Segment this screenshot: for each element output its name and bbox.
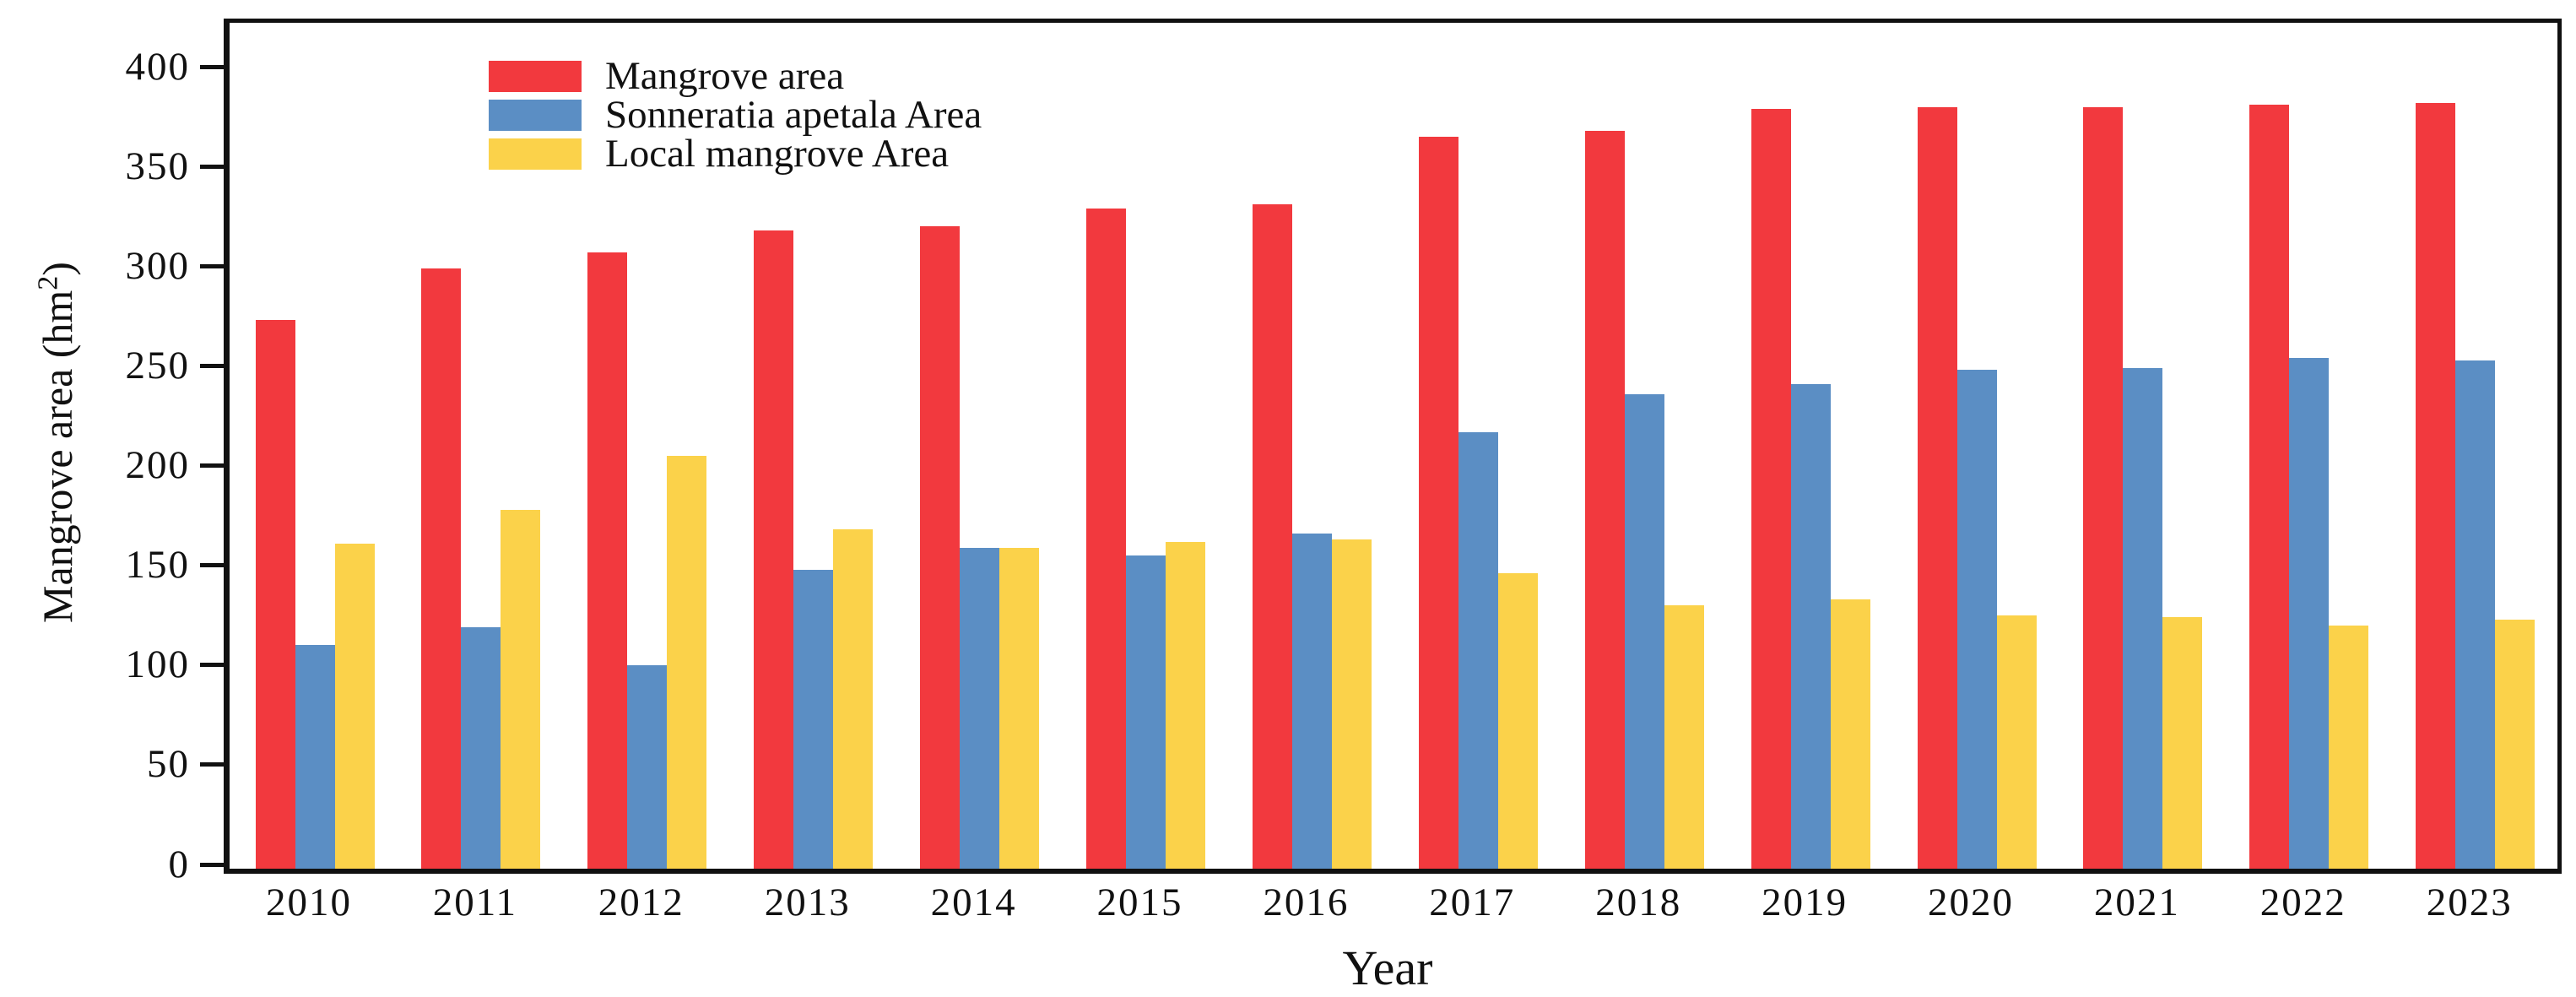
- bar-mangrove-area-2021: [2083, 106, 2124, 869]
- x-tick-label-2013: 2013: [764, 881, 851, 924]
- bar-mangrove-area-2016: [1252, 204, 1292, 869]
- bar-mangrove-area-2011: [421, 268, 462, 869]
- bar-local-mangrove-area-2019: [1830, 599, 1870, 869]
- y-tick-label-150: 150: [125, 543, 190, 588]
- bar-sonneratia-apetala-area-2010: [295, 645, 335, 869]
- bar-mangrove-area-2018: [1584, 130, 1625, 869]
- y-tick-mark-0: [200, 862, 224, 867]
- bar-mangrove-area-2017: [1418, 136, 1458, 869]
- x-tick-label-2018: 2018: [1595, 881, 1682, 924]
- bar-mangrove-area-2019: [1751, 108, 1791, 869]
- y-tick-mark-400: [200, 64, 224, 69]
- y-tick-mark-150: [200, 563, 224, 568]
- y-tick-label-50: 50: [147, 742, 190, 787]
- bar-mangrove-area-2014: [920, 226, 961, 869]
- bar-mangrove-area-2015: [1086, 209, 1126, 869]
- bar-local-mangrove-area-2010: [334, 543, 375, 869]
- bar-local-mangrove-area-2016: [1331, 539, 1372, 869]
- y-tick-label-400: 400: [125, 44, 190, 89]
- legend-swatch-local-mangrove-area: [489, 138, 582, 170]
- bar-sonneratia-apetala-area-2019: [1790, 383, 1831, 869]
- bar-local-mangrove-area-2021: [2162, 617, 2203, 869]
- bar-local-mangrove-area-2013: [833, 529, 874, 869]
- bar-sonneratia-apetala-area-2016: [1291, 534, 1332, 869]
- bar-local-mangrove-area-2012: [667, 455, 707, 869]
- plot-inner: [230, 23, 2557, 869]
- legend-label-local-mangrove-area: Local mangrove Area: [605, 132, 950, 176]
- bar-sonneratia-apetala-area-2013: [793, 569, 834, 869]
- bar-sonneratia-apetala-area-2015: [1126, 555, 1166, 869]
- bar-mangrove-area-2013: [754, 230, 794, 869]
- y-tick-mark-350: [200, 164, 224, 169]
- x-tick-label-2015: 2015: [1096, 881, 1183, 924]
- x-tick-label-2014: 2014: [930, 881, 1017, 924]
- legend-label-sonneratia-apetala-area: Sonneratia apetala Area: [605, 93, 982, 137]
- legend-swatch-mangrove-area: [489, 61, 582, 92]
- y-tick-label-200: 200: [125, 443, 190, 487]
- x-tick-label-2017: 2017: [1429, 881, 1516, 924]
- x-tick-label-2023: 2023: [2426, 881, 2513, 924]
- y-tick-label-100: 100: [125, 642, 190, 687]
- bar-sonneratia-apetala-area-2012: [627, 665, 668, 869]
- x-tick-label-2020: 2020: [1928, 881, 2014, 924]
- bar-sonneratia-apetala-area-2021: [2123, 368, 2163, 869]
- x-tick-label-2010: 2010: [266, 881, 352, 924]
- y-tick-label-300: 300: [125, 243, 190, 288]
- y-tick-label-0: 0: [168, 842, 190, 886]
- legend-item-mangrove-area: Mangrove area: [489, 57, 982, 96]
- bar-sonneratia-apetala-area-2011: [461, 627, 501, 869]
- y-tick-label-350: 350: [125, 144, 190, 188]
- y-tick-mark-50: [200, 762, 224, 767]
- bar-local-mangrove-area-2014: [999, 547, 1040, 869]
- x-tick-label-2021: 2021: [2093, 881, 2180, 924]
- bar-local-mangrove-area-2020: [1996, 615, 2037, 869]
- x-tick-label-2022: 2022: [2259, 881, 2346, 924]
- y-tick-mark-250: [200, 363, 224, 368]
- bar-sonneratia-apetala-area-2017: [1458, 431, 1498, 869]
- y-tick-mark-200: [200, 463, 224, 468]
- legend-item-local-mangrove-area: Local mangrove Area: [489, 134, 982, 174]
- y-tick-mark-300: [200, 263, 224, 268]
- x-tick-label-2011: 2011: [432, 881, 518, 924]
- bar-local-mangrove-area-2017: [1497, 573, 1538, 869]
- bar-sonneratia-apetala-area-2020: [1956, 370, 1997, 869]
- bar-sonneratia-apetala-area-2022: [2289, 358, 2330, 869]
- x-tick-label-2012: 2012: [598, 881, 685, 924]
- bar-local-mangrove-area-2015: [1166, 541, 1205, 869]
- x-tick-label-2016: 2016: [1263, 881, 1350, 924]
- bar-mangrove-area-2012: [587, 252, 628, 869]
- bar-mangrove-area-2023: [2416, 102, 2456, 869]
- bar-local-mangrove-area-2011: [501, 509, 541, 869]
- bar-sonneratia-apetala-area-2014: [960, 547, 1000, 869]
- bar-mangrove-area-2010: [255, 320, 295, 869]
- bar-mangrove-area-2020: [1917, 106, 1957, 869]
- bar-sonneratia-apetala-area-2023: [2455, 360, 2496, 869]
- bar-local-mangrove-area-2022: [2329, 625, 2369, 869]
- y-tick-mark-100: [200, 663, 224, 668]
- bar-local-mangrove-area-2018: [1664, 605, 1704, 869]
- bar-local-mangrove-area-2023: [2495, 619, 2535, 869]
- legend-swatch-sonneratia-apetala-area: [489, 100, 582, 131]
- x-tick-label-2019: 2019: [1762, 881, 1848, 924]
- plot-area: Mangrove area Sonneratia apetala Area Loca…: [224, 19, 2562, 874]
- legend: Mangrove area Sonneratia apetala Area Loca…: [489, 57, 982, 177]
- bar-mangrove-area-2022: [2249, 105, 2290, 869]
- x-axis-label: Year: [1342, 940, 1433, 995]
- bar-sonneratia-apetala-area-2018: [1624, 393, 1664, 869]
- legend-label-mangrove-area: Mangrove area: [605, 54, 845, 98]
- legend-item-sonneratia-apetala-area: Sonneratia apetala Area: [489, 95, 982, 135]
- y-tick-label-250: 250: [125, 343, 190, 387]
